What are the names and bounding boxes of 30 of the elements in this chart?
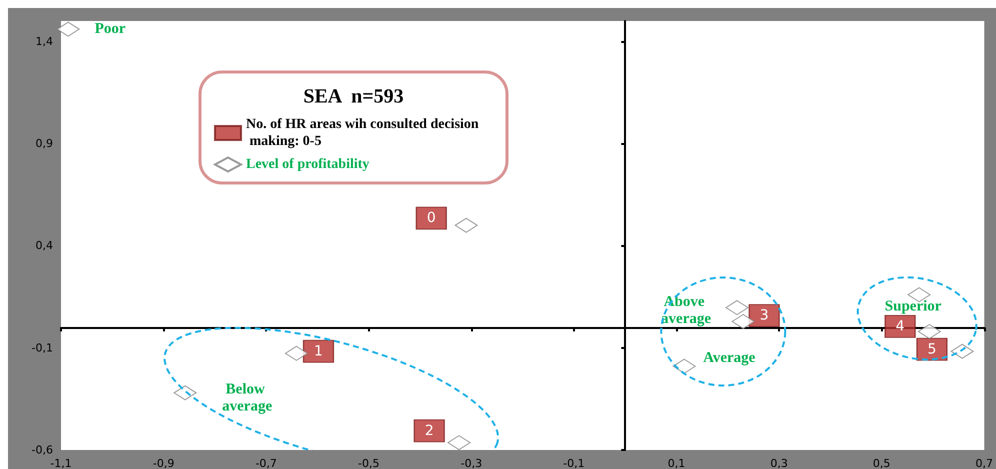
x-tick-label: 0,3 (770, 457, 788, 469)
x-tick-label: -0,1 (563, 457, 585, 469)
annotation: Average (703, 350, 756, 366)
x-tick-label: -0,9 (152, 457, 174, 469)
y-tick-label: 0,4 (36, 239, 53, 252)
point (414, 419, 445, 442)
y-tick-label: 1,4 (36, 34, 53, 48)
x-tick-label: 0,1 (668, 457, 686, 469)
x-tick-label: -0,5 (358, 457, 380, 469)
point (302, 340, 334, 363)
x-tick-label: -1,1 (50, 457, 72, 469)
annotation: 3 (760, 308, 769, 324)
annotation: Superior (884, 298, 942, 315)
y-tick-label: -0,1 (32, 341, 53, 354)
y-tick-label: -0,6 (32, 444, 53, 456)
legend-label: No. of HR areas wih consulted decision making: 0-5 (246, 117, 479, 149)
x-tick-label: 0,7 (976, 457, 994, 469)
x-tick-label: -0,3 (460, 457, 482, 469)
y-tick-label: 0,9 (36, 137, 53, 150)
annotation: 0 (426, 210, 436, 226)
x-tick-label: 0,5 (872, 457, 890, 469)
annotation: Below average (222, 381, 272, 414)
legend-title: SEA n=593 (303, 86, 404, 108)
annotation: 2 (424, 422, 434, 439)
legend-label: Level of profitability (246, 157, 370, 172)
x-tick-label: -0,7 (255, 457, 277, 469)
annotation: Poor (94, 21, 126, 38)
annotation: 1 (314, 343, 323, 360)
annotation: 4 (896, 318, 905, 334)
annotation: 5 (927, 341, 936, 358)
